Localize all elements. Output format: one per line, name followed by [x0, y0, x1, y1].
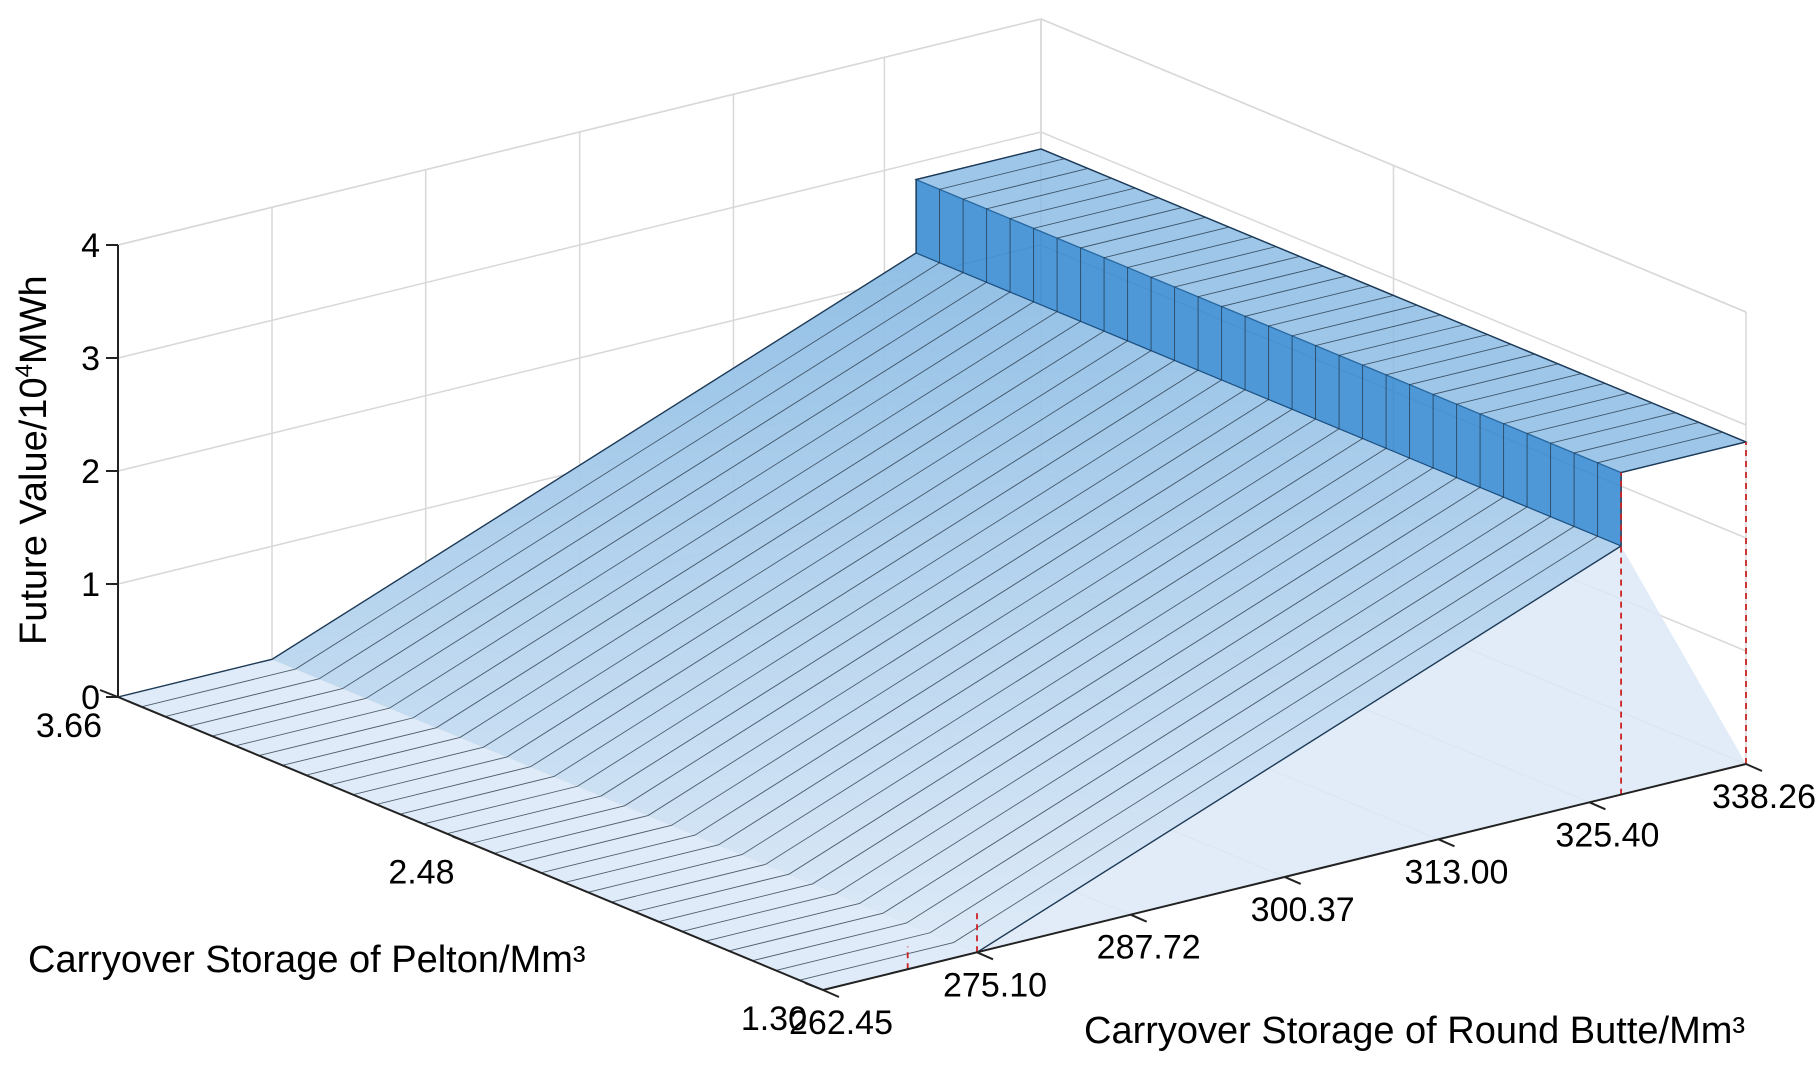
z-tick-label: 2	[81, 453, 100, 491]
tick-labels: 262.45 275.10 287.72 300.37 313.00 325.40 338.…	[36, 227, 1816, 1042]
z-axis-title-unit: MWh	[13, 275, 55, 364]
z-axis-title-exponent: 4	[11, 364, 38, 377]
x-tick	[822, 989, 840, 998]
surface-mesh-line	[164, 168, 1089, 717]
x-tick-label: 325.40	[1555, 816, 1659, 854]
surface-mesh-line	[564, 334, 1488, 884]
y-tick-label: 3.66	[36, 707, 102, 745]
z-tick-label: 3	[81, 340, 100, 378]
z-tick-label: 4	[81, 227, 100, 265]
x-tick-label: 300.37	[1251, 891, 1355, 929]
y-tick	[99, 689, 119, 698]
surface-mesh-line	[493, 304, 1418, 854]
box-edge	[117, 18, 1042, 246]
y-axis-title: Carryover Storage of Pelton/Mm³	[28, 939, 586, 981]
axes	[99, 244, 1763, 998]
surface-mesh-line	[681, 382, 1606, 932]
surface-mesh-line	[258, 207, 1183, 757]
x-tick	[1438, 838, 1455, 848]
surface-mesh-line	[235, 197, 1159, 747]
surface-mesh-line	[376, 255, 1300, 805]
x-tick-label: 287.72	[1097, 929, 1201, 967]
surface-mesh-line	[188, 177, 1112, 727]
surface-mesh-line	[517, 314, 1441, 864]
x-tick	[1284, 876, 1302, 885]
surface-mesh-line	[329, 236, 1253, 786]
surface-outline	[117, 148, 1042, 698]
surface-mesh-line	[775, 421, 1700, 971]
surface-mesh-line	[399, 265, 1324, 815]
surface-mesh-line	[752, 412, 1676, 962]
y-tick	[804, 982, 824, 991]
surface-outline	[1040, 148, 1747, 443]
x-tick	[1130, 913, 1148, 923]
x-axis-title: Carryover Storage of Round Butte/Mm³	[1084, 1010, 1745, 1052]
y-tick-label: 1.30	[741, 1000, 807, 1038]
z-tick-label: 1	[81, 566, 100, 604]
surface-mesh-line	[211, 187, 1136, 737]
surface-mesh-line	[634, 363, 1559, 913]
z-axis-title: Future Value/104MWh	[11, 275, 55, 645]
x-tick-label: 338.26	[1712, 778, 1816, 816]
x-tick	[1745, 763, 1763, 772]
x-tick	[1589, 801, 1606, 811]
surface-mesh-line	[611, 353, 1535, 903]
y-tick	[452, 835, 471, 845]
surface-mesh-line	[658, 373, 1582, 923]
surface-mesh-line	[305, 226, 1230, 776]
y-tick-label: 2.48	[388, 854, 454, 892]
surface-mesh-line	[705, 392, 1629, 942]
surface-mesh-line	[423, 275, 1347, 825]
x-tick	[976, 951, 994, 961]
surface-mesh-line	[540, 324, 1465, 874]
x-axis-line	[822, 763, 1747, 991]
surface	[117, 148, 1748, 991]
surface-front-face	[977, 545, 1746, 953]
z-axis-title-base: Future Value/10	[13, 377, 55, 645]
x-tick-label: 262.45	[789, 1004, 893, 1042]
surface-mesh-line	[728, 402, 1653, 952]
surface-mesh-line	[587, 343, 1512, 893]
surface-mesh-line	[446, 285, 1371, 835]
surface-mesh-line	[141, 158, 1065, 708]
x-tick-label: 275.10	[943, 966, 1047, 1004]
z-tick-label: 0	[81, 679, 100, 717]
surface-mesh-line	[470, 295, 1394, 844]
x-tick-label: 313.00	[1404, 853, 1508, 891]
box-edge	[1040, 18, 1747, 313]
surface-mesh-line	[799, 431, 1723, 981]
surface-mesh-line	[282, 216, 1206, 766]
surface-mesh-line	[352, 246, 1277, 796]
